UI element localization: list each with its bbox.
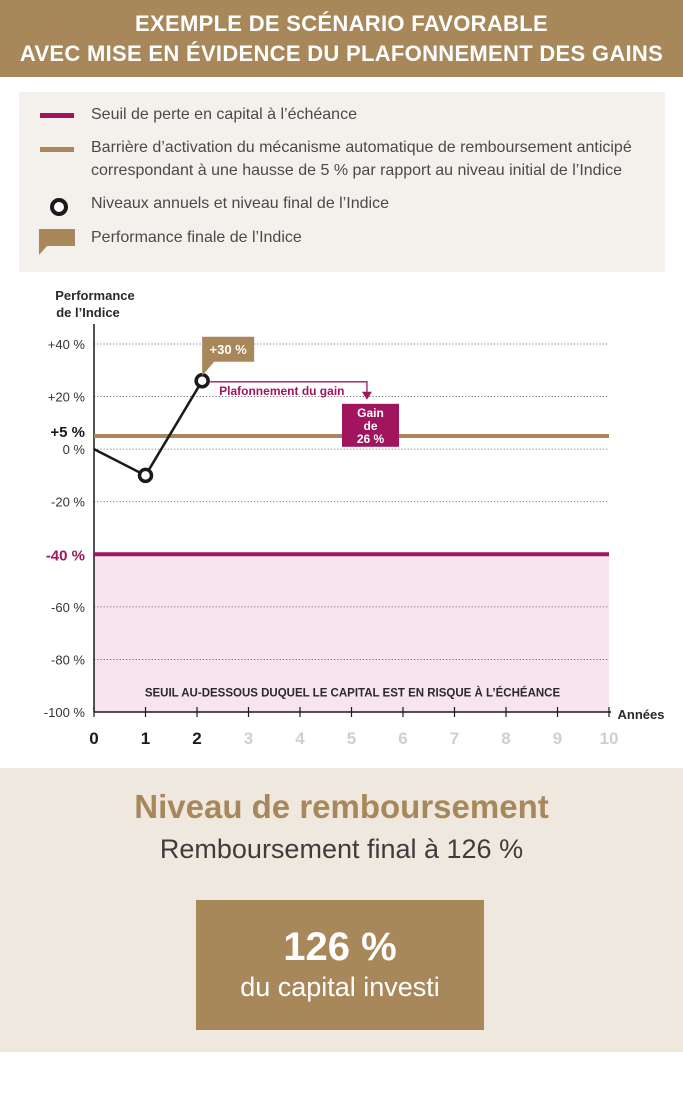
x-tick-label: 4 bbox=[295, 729, 305, 748]
legend-circle-marker-icon bbox=[50, 198, 68, 216]
gain-box-text: Gain bbox=[357, 406, 384, 420]
chart: +40 % +20 % 0 % -20 % -60 % -80 % -100 % 0 1 2 3 4… bbox=[44, 288, 665, 748]
risk-zone bbox=[94, 554, 609, 712]
header-banner: EXEMPLE DE SCÉNARIO FAVORABLE AVEC MISE … bbox=[0, 0, 683, 77]
index-point bbox=[194, 373, 210, 389]
x-tick-label: 2 bbox=[192, 729, 201, 748]
cap-arrow-icon bbox=[361, 391, 372, 400]
x-tick-label: 6 bbox=[398, 729, 407, 748]
y-tick-label: +40 % bbox=[48, 337, 86, 352]
gain-box-text: 26 % bbox=[357, 432, 385, 446]
x-tick-label: 7 bbox=[450, 729, 459, 748]
y-tick-label: -60 % bbox=[51, 600, 85, 615]
legend-item-barrier-line2: correspondant à une hausse de 5 % par ra… bbox=[91, 162, 623, 179]
x-tick-label: 3 bbox=[244, 729, 253, 748]
header-title-line2: AVEC MISE EN ÉVIDENCE DU PLAFONNEMENT DE… bbox=[19, 41, 664, 66]
gain-box-text: de bbox=[363, 419, 377, 433]
y-tick-label: -20 % bbox=[51, 495, 85, 510]
repayment-value: 126 % bbox=[283, 925, 397, 969]
x-tick-label: 5 bbox=[347, 729, 356, 748]
y-tick-label: -80 % bbox=[51, 652, 85, 667]
threshold-label: -40 % bbox=[46, 547, 85, 564]
x-tick-label: 0 bbox=[89, 729, 98, 748]
y-tick-label: +20 % bbox=[48, 390, 86, 405]
legend-barrier-line-icon bbox=[40, 147, 74, 152]
gain-box bbox=[342, 403, 399, 447]
x-tick-label: 9 bbox=[553, 729, 562, 748]
y-axis-title-line1: Performance bbox=[55, 288, 134, 303]
legend: Seuil de perte en capital à l’échéance B… bbox=[19, 92, 665, 272]
legend-performance-badge-icon bbox=[39, 229, 75, 255]
y-tick-label: -100 % bbox=[44, 705, 86, 720]
legend-item-threshold: Seuil de perte en capital à l’échéance bbox=[91, 106, 357, 123]
y-axis-title-line2: de l’Indice bbox=[56, 305, 120, 320]
legend-item-performance: Performance finale de l’Indice bbox=[91, 229, 302, 246]
x-tick-label: 8 bbox=[501, 729, 510, 748]
legend-item-barrier-line1: Barrière d’activation du mécanisme autom… bbox=[91, 139, 632, 156]
repayment-section: Niveau de remboursement Remboursement fi… bbox=[0, 768, 683, 1052]
repayment-subtitle: Remboursement final à 126 % bbox=[159, 834, 524, 864]
peak-badge bbox=[202, 336, 255, 376]
cap-bracket bbox=[210, 381, 368, 394]
x-tick-label: 1 bbox=[141, 729, 150, 748]
header-title-line1: EXEMPLE DE SCÉNARIO FAVORABLE bbox=[135, 11, 548, 36]
legend-threshold-line-icon bbox=[40, 113, 74, 118]
repayment-title: Niveau de remboursement bbox=[134, 788, 549, 825]
cap-label: Plafonnement du gain bbox=[219, 384, 344, 398]
legend-item-levels: Niveaux annuels et niveau final de l’Ind… bbox=[91, 195, 389, 212]
x-axis-title: Années bbox=[618, 707, 665, 722]
repayment-caption: du capital investi bbox=[240, 972, 440, 1002]
index-line bbox=[93, 380, 204, 478]
repayment-box: 126 % du capital investi bbox=[196, 900, 484, 1030]
y-tick-label: 0 % bbox=[63, 442, 86, 457]
risk-zone-label: SEUIL AU-DESSOUS DUQUEL LE CAPITAL EST E… bbox=[145, 687, 561, 700]
x-tick-label: 10 bbox=[600, 729, 619, 748]
index-point bbox=[137, 467, 154, 484]
peak-badge-label: +30 % bbox=[210, 342, 248, 357]
barrier-label: +5 % bbox=[50, 424, 85, 441]
